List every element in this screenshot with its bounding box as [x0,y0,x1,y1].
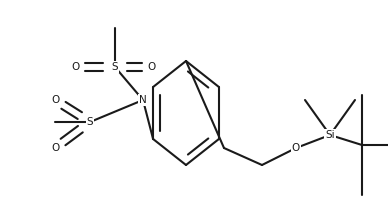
Text: O: O [148,62,156,72]
Text: Si: Si [325,130,335,140]
Text: O: O [292,143,300,153]
Text: O: O [51,95,59,105]
Text: O: O [71,62,79,72]
Text: N: N [139,95,147,105]
Text: O: O [51,143,59,153]
Text: S: S [112,62,118,72]
Text: S: S [87,117,93,127]
